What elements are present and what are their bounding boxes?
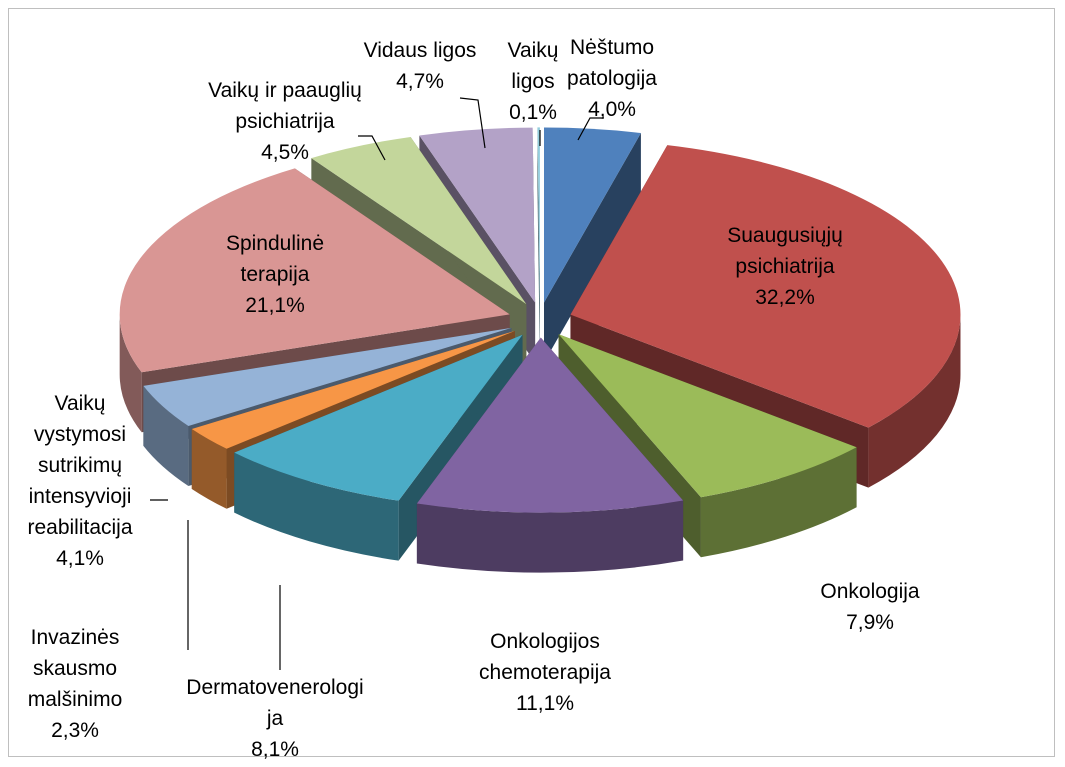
value-label: 0,1% — [509, 101, 557, 124]
value-label: 2,3% — [51, 719, 99, 742]
value-label: 4,0% — [588, 98, 636, 121]
slice-wall — [700, 447, 857, 558]
slice-group — [544, 127, 641, 363]
slice-side — [537, 127, 540, 363]
data-label: Suaugusiųjų psichiatrija 32,2% — [710, 220, 860, 313]
category-label: Onkologija — [820, 580, 920, 603]
slice — [544, 127, 641, 303]
slice-wall — [191, 428, 227, 509]
category-label: Suaugusiųjų psichiatrija — [727, 224, 843, 278]
value-label: 7,9% — [846, 611, 894, 634]
slice-group — [416, 337, 684, 573]
value-label: 11,1% — [516, 692, 574, 715]
slice-wall — [416, 500, 684, 573]
value-label: 4,1% — [56, 547, 104, 570]
data-label: Dermatovenerologija 8,1% — [185, 672, 365, 765]
data-label: Vaikų ir paauglių psichiatrija 4,5% — [185, 75, 385, 168]
data-label: Onkologijos chemoterapija 11,1% — [460, 626, 630, 719]
data-label: Vidaus ligos 4,7% — [350, 35, 490, 97]
category-label: Vaikų ir paauglių psichiatrija — [208, 79, 362, 133]
chart-border — [8, 8, 1055, 757]
slice — [570, 145, 961, 428]
category-label: Spindulinė terapija — [225, 232, 325, 286]
leader-line — [577, 117, 604, 141]
category-label: Onkologijos chemoterapija — [479, 630, 611, 684]
pie — [119, 127, 961, 573]
data-label: Vaikų vystymosi sutrikimų intensyvioji r… — [10, 388, 150, 574]
slice — [191, 330, 515, 449]
slice — [419, 127, 536, 303]
value-label: 8,1% — [251, 738, 299, 761]
slice — [537, 127, 540, 303]
category-label: Vaikų ligos — [507, 39, 559, 93]
slice — [311, 136, 527, 305]
value-label: 21,1% — [245, 294, 305, 317]
slice-side — [544, 133, 641, 363]
slice — [558, 334, 857, 498]
leader-line — [459, 97, 486, 149]
value-label: 4,5% — [261, 141, 309, 164]
slice — [119, 168, 510, 373]
slice — [234, 334, 523, 501]
slice-wall — [234, 452, 399, 561]
leader-line — [358, 135, 386, 161]
slice — [143, 327, 512, 426]
slice-group — [537, 127, 540, 363]
slice — [416, 337, 684, 513]
value-label: 4,7% — [396, 70, 444, 93]
data-label: Onkologija 7,9% — [800, 576, 940, 638]
slice-wall — [868, 314, 961, 488]
category-label: Vidaus ligos — [363, 39, 477, 62]
category-label: Dermatovenerologija — [186, 676, 364, 730]
category-label: Vaikų vystymosi sutrikimų intensyvioji r… — [27, 392, 133, 539]
slice-wall — [143, 385, 189, 486]
data-label: Spindulinė terapija 21,1% — [210, 228, 340, 321]
leader-lines — [150, 97, 604, 670]
value-label: 32,2% — [755, 286, 815, 309]
data-label: Vaikų ligos 0,1% — [503, 35, 563, 128]
category-label: Nėštumo patologija — [567, 36, 657, 90]
slice-wall — [119, 314, 142, 433]
category-label: Invazinės skausmo malšinimo — [27, 626, 123, 711]
data-label: Nėštumo patologija 4,0% — [557, 32, 667, 125]
data-label: Invazinės skausmo malšinimo 2,3% — [15, 622, 135, 746]
